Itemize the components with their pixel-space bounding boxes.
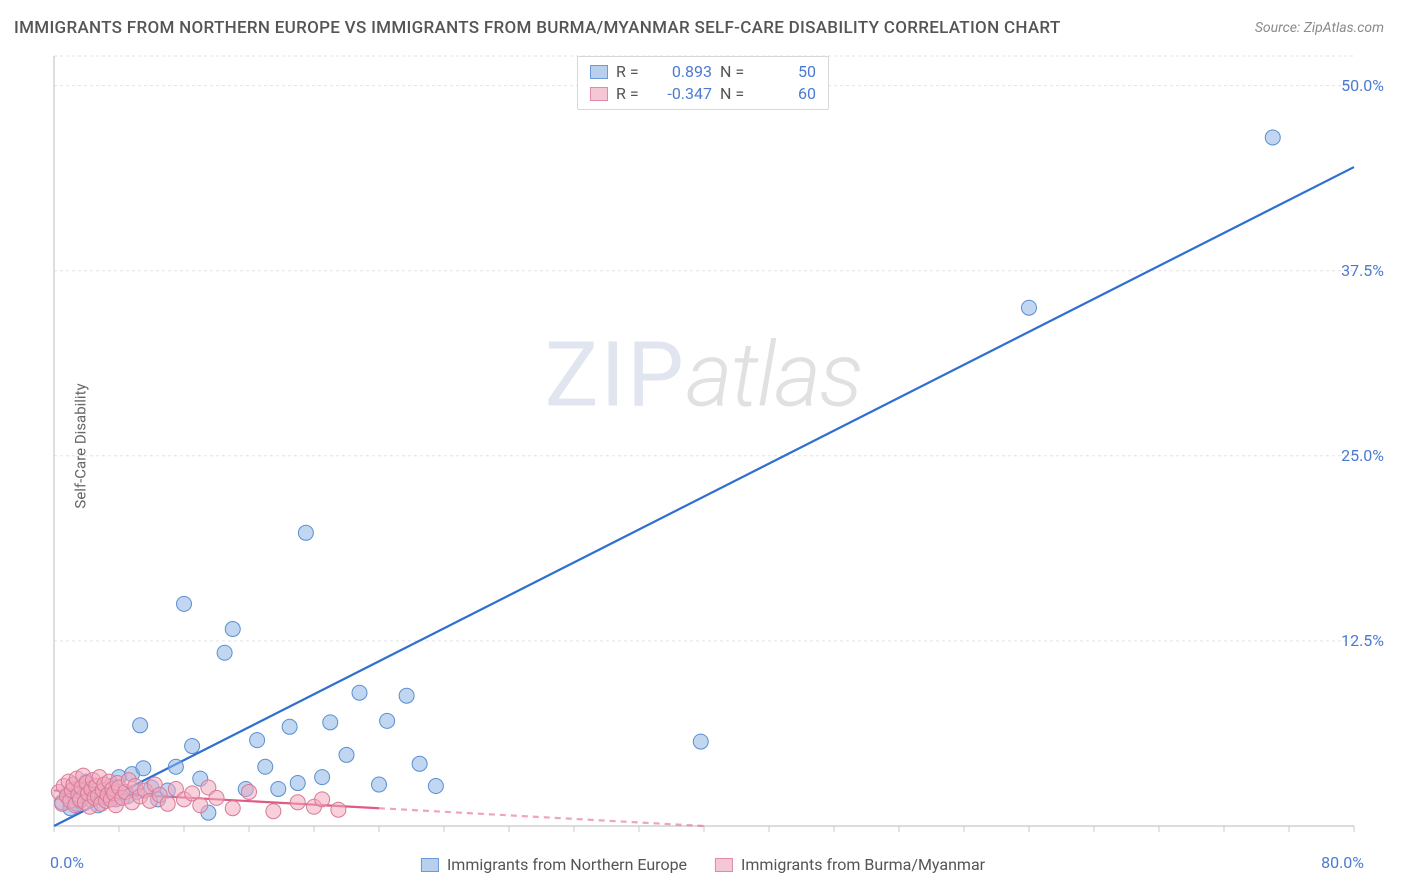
- legend-n-value-2: 60: [758, 83, 816, 105]
- y-tick-label: 25.0%: [1341, 446, 1384, 465]
- legend-row-series2: R = -0.347 N = 60: [590, 83, 816, 105]
- legend-r-value-1: 0.893: [654, 61, 712, 83]
- y-tick-label: 50.0%: [1341, 76, 1384, 95]
- x-tick-label: 80.0%: [1304, 853, 1364, 872]
- legend-swatch-1: [590, 65, 608, 79]
- x-tick-label: 0.0%: [50, 853, 84, 872]
- legend-bottom-swatch-2: [715, 858, 733, 872]
- chart-title: IMMIGRANTS FROM NORTHERN EUROPE VS IMMIG…: [14, 18, 1061, 38]
- legend-n-label-2: N =: [720, 83, 750, 105]
- correlation-legend: R = 0.893 N = 50 R = -0.347 N = 60: [577, 56, 829, 110]
- legend-series1-name: Immigrants from Northern Europe: [447, 855, 687, 874]
- legend-item-series2: Immigrants from Burma/Myanmar: [715, 855, 985, 874]
- legend-r-label-2: R =: [616, 83, 646, 105]
- legend-r-label-1: R =: [616, 61, 646, 83]
- legend-n-label-1: N =: [720, 61, 750, 83]
- legend-r-value-2: -0.347: [654, 83, 712, 105]
- source-label: Source: ZipAtlas.com: [1255, 20, 1384, 36]
- legend-row-series1: R = 0.893 N = 50: [590, 61, 816, 83]
- legend-n-value-1: 50: [758, 61, 816, 83]
- legend-swatch-2: [590, 87, 608, 101]
- series-legend: Immigrants from Northern Europe Immigran…: [421, 855, 985, 874]
- correlation-chart: [46, 50, 1386, 850]
- y-tick-label: 12.5%: [1341, 631, 1384, 650]
- y-tick-label: 37.5%: [1341, 261, 1384, 280]
- legend-series2-name: Immigrants from Burma/Myanmar: [741, 855, 985, 874]
- legend-item-series1: Immigrants from Northern Europe: [421, 855, 687, 874]
- legend-bottom-swatch-1: [421, 858, 439, 872]
